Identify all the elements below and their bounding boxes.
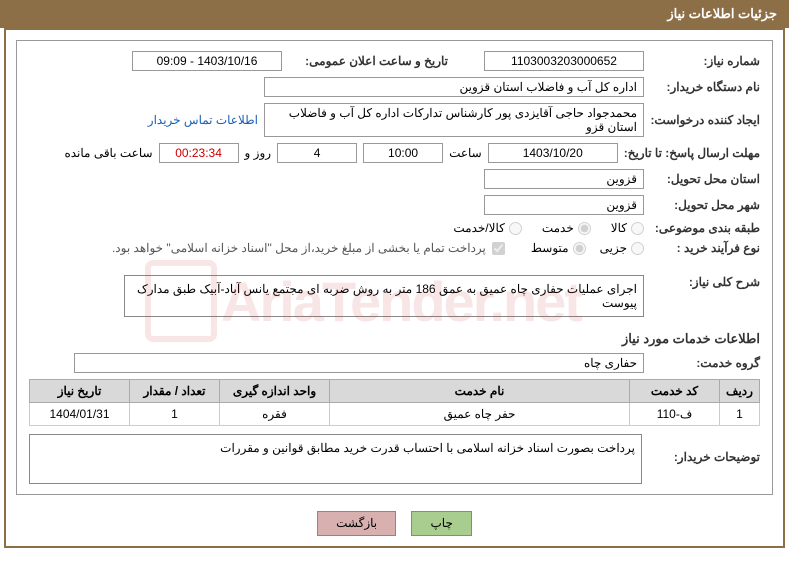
label-days-and: روز و: [245, 146, 272, 160]
label-buyer-org: نام دستگاه خریدار:: [650, 80, 760, 94]
value-deadline-date: 1403/10/20: [488, 143, 618, 163]
radio-medium-input[interactable]: [573, 242, 586, 255]
th-service-code: کد خدمت: [630, 380, 720, 403]
label-announce-datetime: تاریخ و ساعت اعلان عمومی:: [288, 54, 448, 68]
label-delivery-city: شهر محل تحویل:: [650, 198, 760, 212]
label-purchase-type: نوع فرآیند خرید :: [650, 241, 760, 255]
radio-service-label: خدمت: [542, 221, 574, 235]
value-requester: محمدجواد حاجی آقایزدی پور کارشناس تدارکا…: [264, 103, 644, 137]
services-table: ردیف کد خدمت نام خدمت واحد اندازه گیری ت…: [29, 379, 760, 426]
outer-frame: شماره نیاز: 1103003203000652 تاریخ و ساع…: [4, 28, 785, 548]
buyer-notes-box: پرداخت بصورت اسناد خزانه اسلامی با احتسا…: [29, 434, 642, 484]
services-info-title: اطلاعات خدمات مورد نیاز: [29, 331, 760, 347]
print-button[interactable]: چاپ: [411, 511, 471, 536]
radio-goods-label: کالا: [611, 221, 627, 235]
cell-row: 1: [720, 403, 760, 426]
value-delivery-city: قزوین: [484, 195, 644, 215]
value-delivery-province: قزوین: [484, 169, 644, 189]
value-announce-datetime: 1403/10/16 - 09:09: [132, 51, 282, 71]
th-qty: تعداد / مقدار: [130, 380, 220, 403]
th-service-name: نام خدمت: [330, 380, 630, 403]
row-delivery-city: شهر محل تحویل: قزوین: [29, 195, 760, 215]
radio-medium[interactable]: متوسط: [531, 241, 586, 255]
th-row: ردیف: [720, 380, 760, 403]
label-buyer-notes: توضیحات خریدار:: [650, 434, 760, 464]
purchase-type-radio-group: جزیی متوسط: [531, 241, 644, 255]
row-buyer-notes: توضیحات خریدار: پرداخت بصورت اسناد خزانه…: [29, 434, 760, 484]
row-purchase-type: نوع فرآیند خرید : جزیی متوسط پرداخت تمام…: [29, 241, 760, 255]
radio-service[interactable]: خدمت: [542, 221, 591, 235]
radio-service-input[interactable]: [578, 222, 591, 235]
radio-partial[interactable]: جزیی: [600, 241, 644, 255]
radio-goods-service-input[interactable]: [509, 222, 522, 235]
buyer-contact-link[interactable]: اطلاعات تماس خریدار: [148, 113, 258, 127]
label-requester: ایجاد کننده درخواست:: [650, 113, 760, 127]
row-need-number: شماره نیاز: 1103003203000652 تاریخ و ساع…: [29, 51, 760, 71]
row-requester: ایجاد کننده درخواست: محمدجواد حاجی آقایز…: [29, 103, 760, 137]
label-category: طبقه بندی موضوعی:: [650, 221, 760, 235]
row-category: طبقه بندی موضوعی: کالا خدمت کالا/خدمت: [29, 221, 760, 235]
label-deadline: مهلت ارسال پاسخ: تا تاریخ:: [624, 146, 760, 160]
general-desc-box: اجرای عملیات حفاری چاه عمیق به عمق 186 م…: [124, 275, 644, 317]
label-remaining: ساعت باقی مانده: [64, 146, 152, 160]
radio-goods-service[interactable]: کالا/خدمت: [453, 221, 521, 235]
category-radio-group: کالا خدمت کالا/خدمت: [453, 221, 644, 235]
page-header: جزئیات اطلاعات نیاز: [0, 0, 789, 28]
page-title: جزئیات اطلاعات نیاز: [667, 6, 777, 21]
radio-partial-input[interactable]: [631, 242, 644, 255]
value-need-number: 1103003203000652: [484, 51, 644, 71]
table-row: 1 ف-110 حفر چاه عمیق فقره 1 1404/01/31: [30, 403, 760, 426]
cell-unit: فقره: [220, 403, 330, 426]
payment-note-row: پرداخت تمام یا بخشی از مبلغ خرید،از محل …: [112, 241, 505, 255]
th-unit: واحد اندازه گیری: [220, 380, 330, 403]
content-box: شماره نیاز: 1103003203000652 تاریخ و ساع…: [16, 40, 773, 495]
label-service-group: گروه خدمت:: [650, 356, 760, 370]
radio-medium-label: متوسط: [531, 241, 569, 255]
row-deadline: مهلت ارسال پاسخ: تا تاریخ: 1403/10/20 سا…: [29, 143, 760, 163]
label-general-desc: شرح کلی نیاز:: [650, 275, 760, 289]
cell-qty: 1: [130, 403, 220, 426]
radio-goods-service-label: کالا/خدمت: [453, 221, 504, 235]
cell-service-code: ف-110: [630, 403, 720, 426]
payment-note-text: پرداخت تمام یا بخشی از مبلغ خرید،از محل …: [112, 241, 486, 255]
row-delivery-province: استان محل تحویل: قزوین: [29, 169, 760, 189]
value-deadline-hour: 10:00: [363, 143, 443, 163]
back-button[interactable]: بازگشت: [317, 511, 396, 536]
payment-checkbox[interactable]: [492, 242, 505, 255]
value-time-left: 00:23:34: [159, 143, 239, 163]
row-service-group: گروه خدمت: حفاری چاه: [29, 353, 760, 373]
value-service-group: حفاری چاه: [74, 353, 644, 373]
value-days-left: 4: [277, 143, 357, 163]
label-delivery-province: استان محل تحویل:: [650, 172, 760, 186]
row-buyer-org: نام دستگاه خریدار: اداره کل آب و فاضلاب …: [29, 77, 760, 97]
radio-partial-label: جزیی: [600, 241, 627, 255]
cell-need-date: 1404/01/31: [30, 403, 130, 426]
radio-goods-input[interactable]: [631, 222, 644, 235]
label-need-number: شماره نیاز:: [650, 54, 760, 68]
value-buyer-org: اداره کل آب و فاضلاب استان قزوین: [264, 77, 644, 97]
row-general-desc: شرح کلی نیاز: اجرای عملیات حفاری چاه عمی…: [29, 275, 760, 317]
radio-goods[interactable]: کالا: [611, 221, 644, 235]
label-hour: ساعت: [449, 146, 482, 160]
button-row: چاپ بازگشت: [16, 511, 773, 536]
cell-service-name: حفر چاه عمیق: [330, 403, 630, 426]
table-header-row: ردیف کد خدمت نام خدمت واحد اندازه گیری ت…: [30, 380, 760, 403]
th-need-date: تاریخ نیاز: [30, 380, 130, 403]
